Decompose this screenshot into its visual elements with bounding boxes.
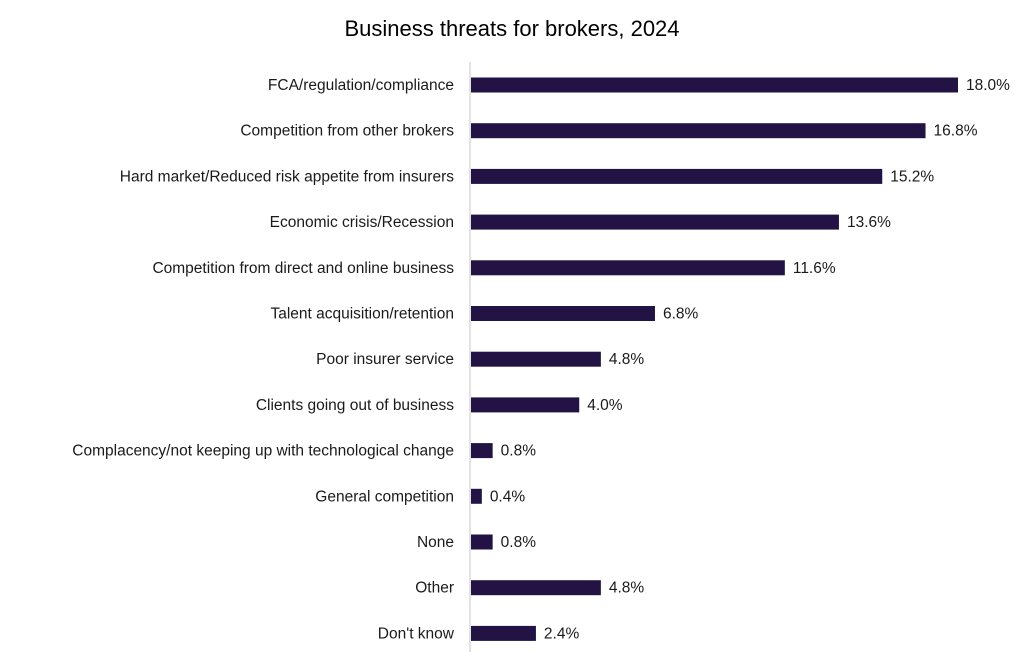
bar [471, 168, 883, 184]
data-label: 4.8% [609, 580, 645, 597]
bar [471, 397, 580, 413]
data-label: 4.8% [609, 351, 645, 368]
bar [471, 306, 655, 321]
category-label: Clients going out of business [256, 397, 454, 414]
bar [471, 580, 601, 596]
data-label: 0.4% [490, 488, 526, 505]
data-label: 4.0% [587, 397, 623, 414]
category-label: Talent acquisition/retention [270, 306, 454, 323]
bar [471, 625, 536, 641]
data-label: 6.8% [663, 306, 699, 323]
category-label: Hard market/Reduced risk appetite from i… [120, 168, 454, 185]
category-label: Economic crisis/Recession [270, 214, 454, 231]
data-label: 11.6% [793, 260, 836, 277]
bar [471, 351, 601, 367]
bar [471, 214, 839, 230]
category-label: Don't know [378, 625, 455, 642]
data-label: 16.8% [934, 123, 978, 140]
data-label: 13.6% [847, 214, 891, 231]
category-label: Complacency/not keeping up with technolo… [72, 443, 454, 460]
bar [471, 534, 493, 550]
data-label: 0.8% [501, 443, 537, 460]
chart-title: Business threats for brokers, 2024 [344, 16, 679, 41]
bar [471, 260, 785, 276]
category-label: None [417, 534, 454, 551]
bar [471, 488, 482, 504]
category-label: Competition from direct and online busin… [152, 260, 454, 277]
data-label: 18.0% [966, 77, 1010, 94]
category-label: Competition from other brokers [240, 123, 454, 140]
bar [471, 123, 926, 139]
bar [471, 443, 493, 459]
data-label: 2.4% [544, 625, 580, 642]
category-label: FCA/regulation/compliance [268, 77, 454, 94]
data-label: 0.8% [501, 534, 537, 551]
category-label: Other [415, 580, 454, 597]
category-label: General competition [315, 488, 454, 505]
data-label: 15.2% [890, 168, 934, 185]
bar [471, 77, 958, 93]
category-label: Poor insurer service [316, 351, 454, 368]
